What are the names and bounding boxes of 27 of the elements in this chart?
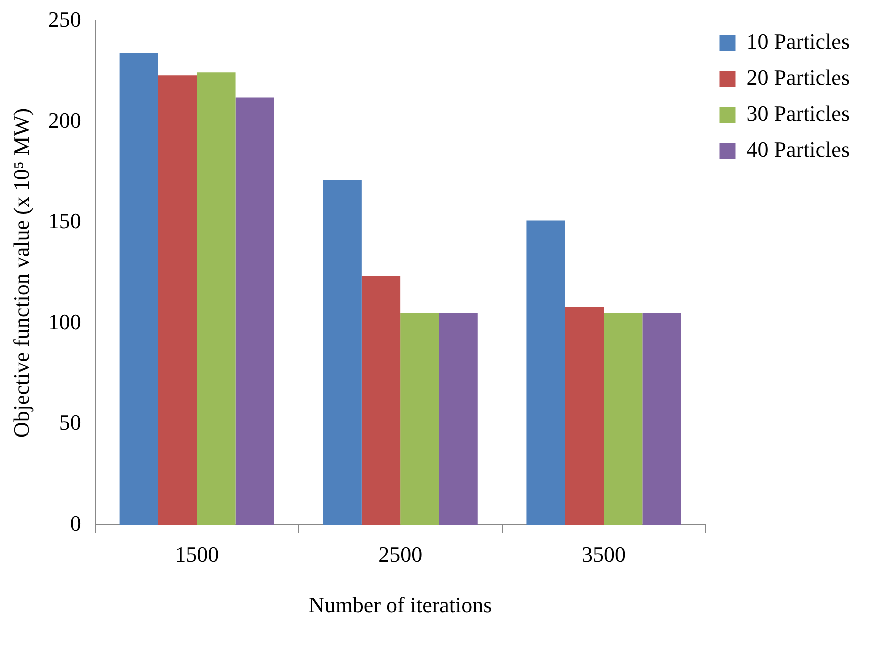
bar [565,307,604,526]
bar [323,180,362,526]
legend-label: 30 Particles [746,100,850,126]
bar [604,314,643,526]
y-tick-label: 0 [70,510,82,536]
y-tick-label: 50 [59,410,82,436]
bar [439,314,478,526]
bar [120,53,158,526]
y-tick-label: 150 [48,208,82,234]
bar [362,276,401,526]
y-tick-label: 200 [48,108,82,133]
bar [642,314,682,526]
bar [400,314,440,526]
x-tick-label: 2500 [378,542,423,568]
bar [158,76,198,526]
x-axis-title: Number of iterations [308,592,492,618]
y-tick-label: 100 [48,309,82,334]
y-tick-label: 250 [48,6,82,32]
bar [197,72,236,526]
y-axis-title: Objective function value (x 10⁵ MW) [8,108,34,438]
legend-label: 10 Particles [746,28,850,54]
bar [236,98,274,526]
bar [526,220,566,526]
x-tick-label: 1500 [175,542,220,568]
x-tick-label: 3500 [582,542,626,568]
legend-label: 20 Particles [746,64,850,90]
legend-label: 40 Particles [746,136,850,162]
